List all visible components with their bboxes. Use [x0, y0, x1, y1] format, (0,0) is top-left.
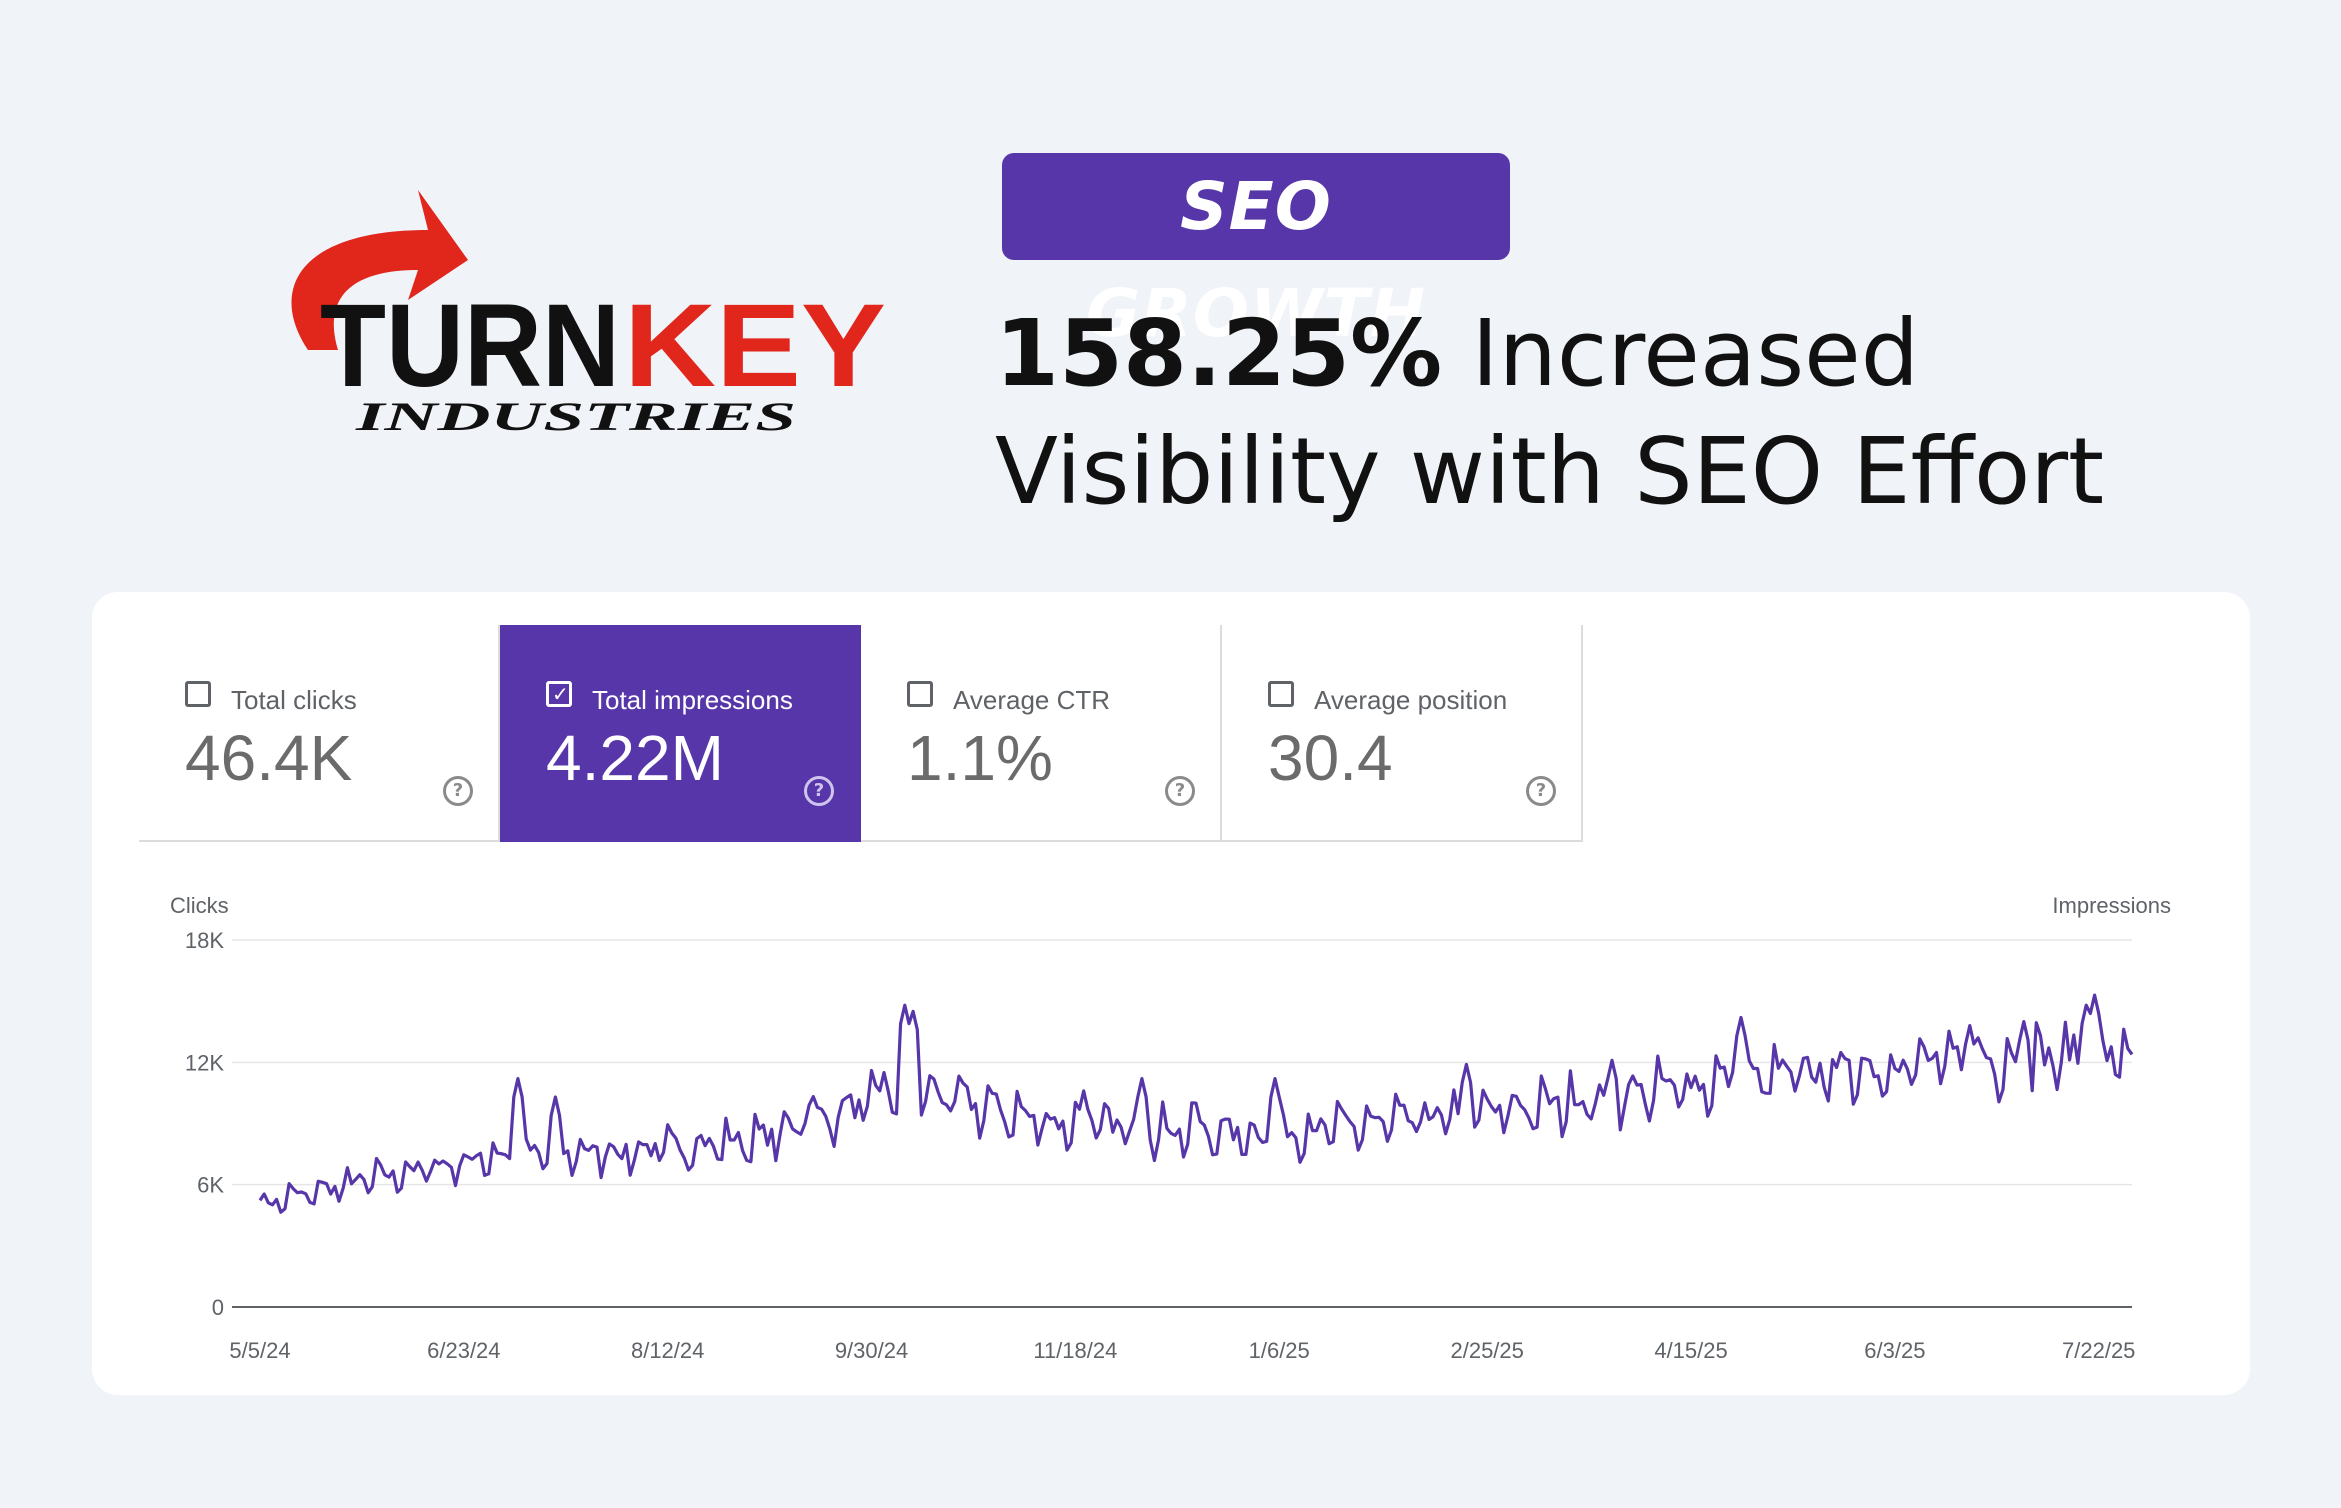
metric-label: Total impressions	[592, 685, 793, 715]
right-axis-title: Impressions	[2052, 893, 2171, 918]
series-line-total-impressions	[258, 993, 2134, 1214]
seo-growth-badge: SEO GROWTH	[1002, 153, 1510, 352]
headline-line-1: 158.25% Increased	[995, 295, 2295, 413]
metric-total-clicks[interactable]: Total clicks 46.4K ?	[139, 625, 500, 842]
logo-arrow-icon	[291, 190, 468, 350]
metric-value: 30.4	[1268, 722, 1393, 794]
x-tick-label: 4/15/25	[1654, 1338, 1727, 1363]
checkbox-icon[interactable]	[1268, 681, 1294, 707]
x-tick-label: 8/12/24	[631, 1338, 704, 1363]
checkbox-icon[interactable]	[185, 681, 211, 707]
logo-brand-red: KEY	[624, 280, 886, 412]
metric-value: 1.1%	[907, 722, 1053, 794]
y-tick-label: 0	[212, 1295, 224, 1320]
headline-line1-rest: Increased	[1442, 300, 1920, 407]
checkbox-checked-icon[interactable]: ✓	[546, 681, 572, 707]
headline-percent: 158.25%	[995, 300, 1443, 407]
metric-label: Total clicks	[231, 685, 357, 715]
x-tick-label: 2/25/25	[1450, 1338, 1523, 1363]
metric-average-position[interactable]: Average position 30.4 ?	[1222, 625, 1583, 842]
help-icon[interactable]: ?	[1526, 776, 1556, 806]
check-icon: ✓	[552, 682, 569, 706]
checkbox-icon[interactable]	[907, 681, 933, 707]
x-tick-label: 1/6/25	[1249, 1338, 1310, 1363]
x-tick-label: 6/23/24	[427, 1338, 500, 1363]
x-tick-label: 11/18/24	[1033, 1338, 1117, 1363]
help-icon[interactable]: ?	[804, 776, 834, 806]
metric-label: Average position	[1314, 685, 1508, 715]
x-tick-label: 9/30/24	[835, 1338, 908, 1363]
y-tick-label: 6K	[197, 1173, 224, 1198]
y-tick-label: 18K	[185, 928, 224, 953]
help-icon[interactable]: ?	[443, 776, 473, 806]
logo-brand-black: TURN	[320, 280, 620, 412]
y-tick-label: 12K	[185, 1050, 224, 1075]
headline-line-2: Visibility with SEO Effort	[995, 418, 2105, 525]
x-tick-label: 5/5/24	[229, 1338, 290, 1363]
help-icon[interactable]: ?	[1165, 776, 1195, 806]
left-axis-title: Clicks	[170, 893, 229, 918]
metric-label: Average CTR	[953, 685, 1111, 715]
logo-subtitle: INDUSTRIES	[354, 394, 796, 439]
x-tick-label: 7/22/25	[2062, 1338, 2135, 1363]
metric-value: 4.22M	[546, 722, 724, 794]
metric-total-impressions[interactable]: ✓ Total impressions 4.22M ?	[500, 625, 861, 842]
performance-chart: Clicks Impressions 0 6K 12K 18K 5/5/24 6/23/…	[170, 893, 2171, 1363]
headline: 158.25% Increased Visibility with SEO Ef…	[995, 295, 2295, 531]
search-console-card: Total clicks 46.4K ? ✓ Total impressions…	[92, 592, 2250, 1395]
metric-average-ctr[interactable]: Average CTR 1.1% ?	[861, 625, 1222, 842]
metric-value: 46.4K	[185, 722, 353, 794]
x-tick-label: 6/3/25	[1864, 1338, 1925, 1363]
turnkey-logo: TURN KEY INDUSTRIES	[291, 190, 886, 439]
